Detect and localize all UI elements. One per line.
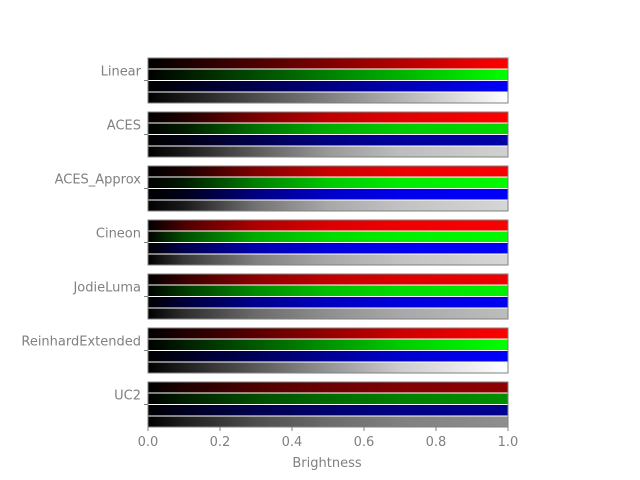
uc2-red-band bbox=[148, 382, 508, 393]
x-axis-label: Brightness bbox=[292, 456, 361, 471]
panel-aces: ACES bbox=[107, 111, 509, 158]
x-tick-label: 1.0 bbox=[498, 435, 519, 450]
jodieluma-blue-band bbox=[148, 297, 508, 308]
panel-jodieluma: JodieLuma bbox=[72, 273, 509, 320]
x-tick-label: 0.4 bbox=[282, 435, 303, 450]
cineon-green-band bbox=[148, 231, 508, 242]
reinhardextended-blue-band bbox=[148, 351, 508, 362]
cineon-red-band bbox=[148, 220, 508, 231]
aces_approx-green-band bbox=[148, 177, 508, 188]
reinhardextended-red-band bbox=[148, 328, 508, 339]
x-tick-label: 0.8 bbox=[426, 435, 447, 450]
x-axis: 0.0 0.2 0.4 0.6 0.8 1.0 bbox=[138, 427, 519, 450]
aces-green-band bbox=[148, 123, 508, 134]
uc2-blue-band bbox=[148, 405, 508, 416]
reinhardextended-gray-band bbox=[148, 362, 508, 373]
y-tick-label: ReinhardExtended bbox=[21, 335, 141, 350]
reinhardextended-green-band bbox=[148, 339, 508, 350]
aces-gray-band bbox=[148, 146, 508, 157]
y-tick-label: ACES_Approx bbox=[55, 173, 142, 188]
y-tick-label: Cineon bbox=[96, 227, 141, 242]
panel-linear: Linear bbox=[101, 57, 509, 104]
tonemapper-panels: Linear ACES ACES_Approx Cineon JodieLuma Rein… bbox=[21, 57, 509, 428]
x-tick-label: 0.6 bbox=[354, 435, 375, 450]
y-tick-label: UC2 bbox=[114, 389, 141, 404]
aces-red-band bbox=[148, 112, 508, 123]
uc2-gray-band bbox=[148, 416, 508, 427]
y-tick-label: ACES bbox=[107, 119, 141, 134]
panel-cineon: Cineon bbox=[96, 219, 509, 266]
aces-blue-band bbox=[148, 135, 508, 146]
aces_approx-gray-band bbox=[148, 200, 508, 211]
jodieluma-red-band bbox=[148, 274, 508, 285]
linear-gray-band bbox=[148, 92, 508, 103]
panel-aces_approx: ACES_Approx bbox=[55, 165, 509, 212]
cineon-gray-band bbox=[148, 254, 508, 265]
y-tick-label: Linear bbox=[101, 65, 142, 80]
linear-green-band bbox=[148, 69, 508, 80]
linear-red-band bbox=[148, 58, 508, 69]
x-tick-label: 0.0 bbox=[138, 435, 159, 450]
cineon-blue-band bbox=[148, 243, 508, 254]
panel-uc2: UC2 bbox=[114, 381, 509, 428]
uc2-green-band bbox=[148, 393, 508, 404]
jodieluma-green-band bbox=[148, 285, 508, 296]
linear-blue-band bbox=[148, 81, 508, 92]
aces_approx-red-band bbox=[148, 166, 508, 177]
jodieluma-gray-band bbox=[148, 308, 508, 319]
panel-reinhardextended: ReinhardExtended bbox=[21, 327, 509, 374]
x-tick-label: 0.2 bbox=[210, 435, 231, 450]
aces_approx-blue-band bbox=[148, 189, 508, 200]
y-tick-label: JodieLuma bbox=[72, 281, 141, 296]
